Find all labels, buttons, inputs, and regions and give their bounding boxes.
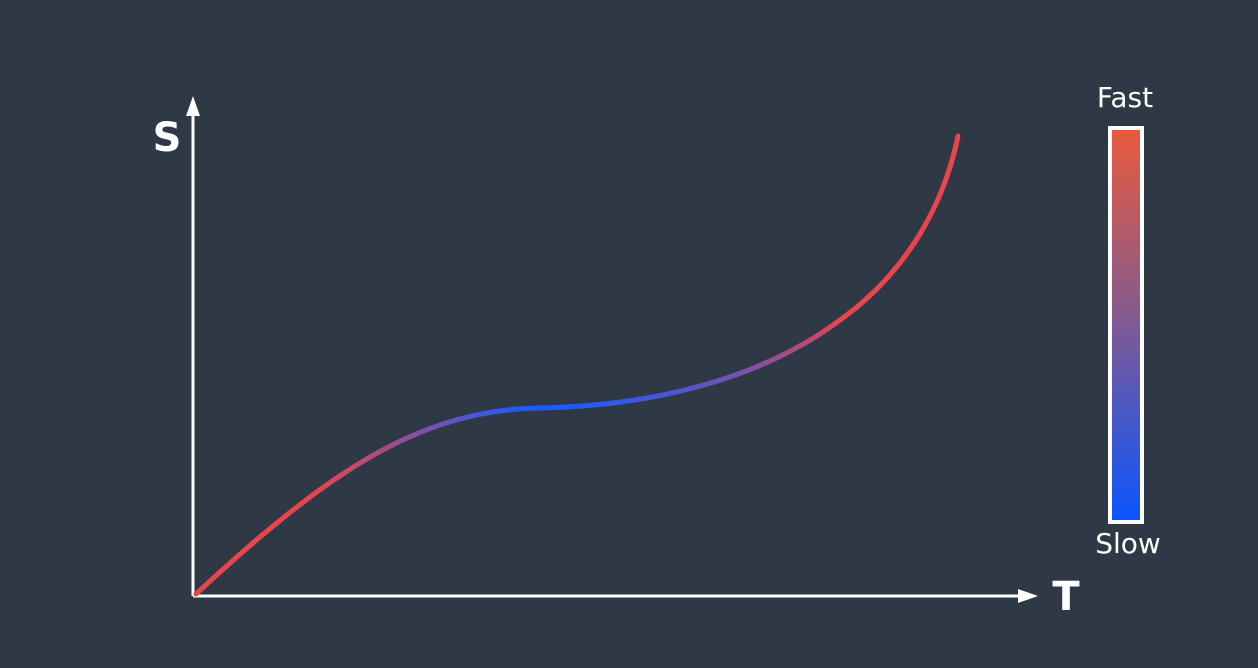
- s-t-curve: [193, 133, 961, 597]
- x-axis-label: T: [1052, 574, 1080, 620]
- y-axis-arrow: [186, 96, 200, 116]
- curve-segment: [954, 133, 961, 145]
- legend-bottom-label: Slow: [1095, 527, 1161, 560]
- speed-color-bar: [1108, 126, 1144, 524]
- x-axis-arrow: [1018, 589, 1038, 603]
- y-axis-label: S: [153, 115, 182, 161]
- legend-top-label: Fast: [1097, 81, 1153, 114]
